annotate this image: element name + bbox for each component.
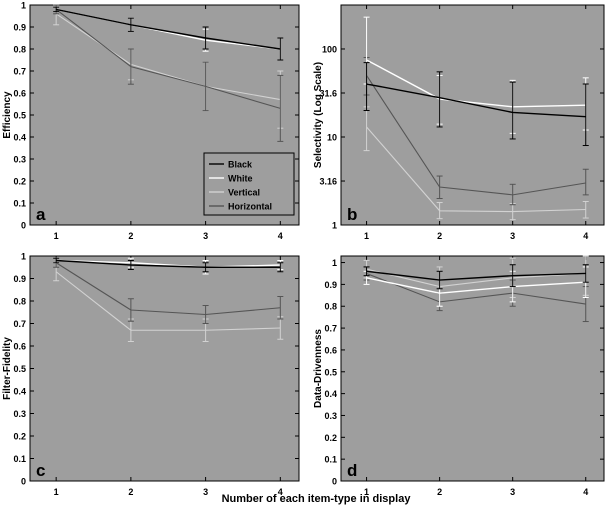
ytick-label-a: 0.6: [13, 89, 26, 99]
series-line: [366, 272, 586, 305]
ytick-label-b: 31.6: [319, 89, 337, 99]
series-line: [366, 83, 586, 118]
series-line: [56, 259, 281, 268]
series-black-c: [53, 257, 284, 273]
ytick-label-b: 10: [327, 132, 337, 142]
series-black-b: [363, 62, 589, 147]
ytick-label-d: 0.8: [324, 302, 337, 312]
legend: Black White Vertical Horizontal: [203, 152, 295, 216]
series-line: [366, 126, 586, 213]
xtick-label-a: 4: [278, 231, 283, 241]
series-vertical-b: [363, 106, 589, 221]
series-line: [55, 271, 281, 331]
ytick-label-b: 1: [332, 221, 337, 231]
legend-label-horizontal: Horizontal: [228, 202, 272, 212]
series-horizontal-b: [363, 57, 589, 206]
xtick-label-b: 1: [364, 231, 369, 241]
plot-area-c: [29, 255, 300, 482]
series-line: [56, 259, 281, 268]
ytick-label-d: 0.5: [324, 367, 337, 377]
xtick-label-d: 4: [583, 487, 588, 497]
ytick-label-a: 0: [21, 221, 26, 231]
ytick-label-d: 0.4: [324, 389, 337, 399]
series-line: [366, 75, 586, 196]
panel-a: 0 0.1 0.2 0.3 0.4 0.5 0.6 0.7 0.8 0.9 1 1 2 3 4 Efficie…: [2, 1, 300, 241]
panel-b: 1 3.16 10 31.6 100 1 2 3 4 Selectivity (Log Scale…: [313, 4, 605, 241]
series-black-a: [53, 6, 284, 61]
legend-label-vertical: Vertical: [228, 188, 260, 198]
panel-c: 0 0.1 0.2 0.3 0.4 0.5 0.6 0.7 0.8 0.9 1 1 2 3 4 Filter-…: [2, 252, 300, 497]
ytick-label-a: 0.4: [13, 133, 26, 143]
ylabel-c: Filter-Fidelity: [2, 337, 13, 400]
xtick-label-a: 3: [203, 231, 208, 241]
xtick-label-a: 1: [54, 231, 59, 241]
ytick-label-a: 0.8: [13, 45, 26, 55]
xtick-label-d: 3: [510, 487, 515, 497]
ytick-label-a: 0.2: [13, 177, 26, 187]
xtick-label-b: 2: [437, 231, 442, 241]
xtick-label-c: 1: [54, 487, 59, 497]
ytick-label-c: 1: [21, 252, 26, 262]
series-line: [366, 270, 586, 281]
panel-label-c: c: [36, 461, 45, 480]
shared-xlabel: Number of each item-type in display: [222, 493, 412, 505]
xtick-label-b: 4: [583, 231, 588, 241]
series-line: [366, 59, 586, 108]
ytick-label-d: 0.1: [324, 455, 337, 465]
series-line: [366, 277, 586, 294]
ytick-label-a: 0.5: [13, 111, 26, 121]
ytick-label-d: 0.9: [324, 280, 337, 290]
panel-d: 0 0.1 0.2 0.3 0.4 0.5 0.6 0.7 0.8 0.9 1 1 2 3 4 Data-Dr…: [313, 255, 605, 497]
ytick-label-d: 0.3: [324, 411, 337, 421]
ylabel-b: Selectivity (Log Scale): [313, 62, 324, 168]
ytick-label-a: 0.3: [13, 155, 26, 165]
series-line: [55, 262, 281, 316]
ytick-label-c: 0.4: [13, 387, 26, 397]
ytick-label-a: 0.9: [13, 23, 26, 33]
series-line: [55, 8, 281, 109]
xtick-label-b: 3: [510, 231, 515, 241]
ytick-label-c: 0: [21, 477, 26, 487]
plot-area-d: [340, 255, 605, 482]
ytick-label-c: 0.8: [13, 297, 26, 307]
panel-label-a: a: [36, 205, 46, 224]
series-black-d: [363, 264, 589, 290]
ytick-label-a: 0.7: [13, 67, 26, 77]
xtick-label-d: 1: [364, 487, 369, 497]
xtick-label-c: 4: [278, 487, 283, 497]
legend-label-white: White: [228, 174, 253, 184]
xtick-label-c: 3: [203, 487, 208, 497]
ytick-label-d: 0: [332, 477, 337, 487]
ytick-label-b: 100: [322, 44, 337, 54]
ytick-label-a: 1: [21, 1, 26, 11]
ytick-label-b: 3.16: [319, 177, 337, 187]
panel-label-d: d: [347, 461, 357, 480]
series-horizontal-a: [53, 4, 284, 142]
ytick-label-d: 0.6: [324, 345, 337, 355]
panel-label-b: b: [347, 205, 357, 224]
ytick-label-c: 0.5: [13, 364, 26, 374]
ylabel-d: Data-Drivenness: [313, 329, 324, 408]
ytick-label-a: 0.1: [13, 199, 26, 209]
ytick-label-c: 0.3: [13, 409, 26, 419]
ytick-label-d: 0.7: [324, 324, 337, 334]
xtick-label-d: 2: [437, 487, 442, 497]
xtick-label-c: 2: [128, 487, 133, 497]
ytick-label-c: 0.7: [13, 319, 26, 329]
ytick-label-d: 1: [332, 258, 337, 268]
xtick-label-a: 2: [128, 231, 133, 241]
ytick-label-c: 0.9: [13, 274, 26, 284]
ytick-label-c: 0.2: [13, 432, 26, 442]
ytick-label-d: 0.2: [324, 433, 337, 443]
series-line: [366, 268, 586, 288]
legend-label-black: Black: [228, 160, 253, 170]
series-line: [55, 13, 281, 101]
ytick-label-c: 0.1: [13, 454, 26, 464]
series-line: [56, 8, 281, 50]
ytick-label-c: 0.6: [13, 342, 26, 352]
ylabel-a: Efficiency: [2, 91, 13, 139]
